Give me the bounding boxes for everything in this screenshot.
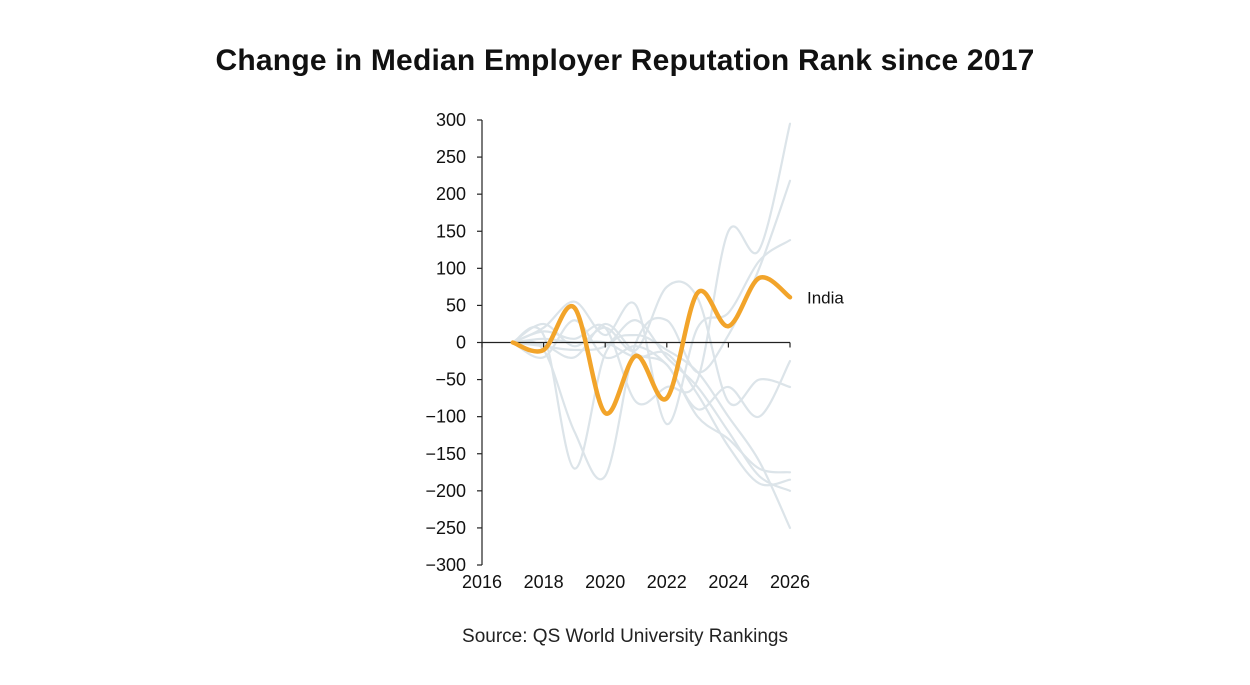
background-series-line-1 [511,326,792,530]
y-tick-label: −150 [425,444,466,464]
india-series-line [510,275,793,416]
x-tick-label: 2024 [708,572,748,592]
source-note: Source: QS World University Rankings [462,626,788,647]
y-tick-label: −100 [425,407,466,427]
x-tick-label: 2016 [462,572,502,592]
background-series-line-2 [511,122,792,406]
background-series-line-8 [511,337,792,487]
india-series-label: India [807,288,844,307]
highlight-series-group [510,275,793,416]
y-tick-label: 200 [436,184,466,204]
y-tick-label: 250 [436,147,466,167]
x-tick-label: 2018 [524,572,564,592]
chart-title: Change in Median Employer Reputation Ran… [215,44,1035,77]
x-tick-label: 2020 [585,572,625,592]
labels-group: 300 250 200 150 100 50 0 −50 −100 −150 −200 −250 −30… [425,110,844,592]
y-tick-label: −300 [425,555,466,575]
y-tick-label: 150 [436,221,466,241]
background-series-group [511,122,792,530]
y-tick-label: −50 [435,370,466,390]
background-series-line-9 [511,319,792,418]
y-tick-label: −250 [425,518,466,538]
y-tick-label: 0 [456,333,466,353]
y-tick-label: −200 [425,481,466,501]
x-tick-label: 2026 [770,572,810,592]
background-series-line-5 [511,322,792,474]
axes-group [477,119,791,566]
x-tick-label: 2022 [647,572,687,592]
y-tick-label: 300 [436,110,466,130]
y-tick-label: 50 [446,295,466,315]
y-tick-label: 100 [436,258,466,278]
